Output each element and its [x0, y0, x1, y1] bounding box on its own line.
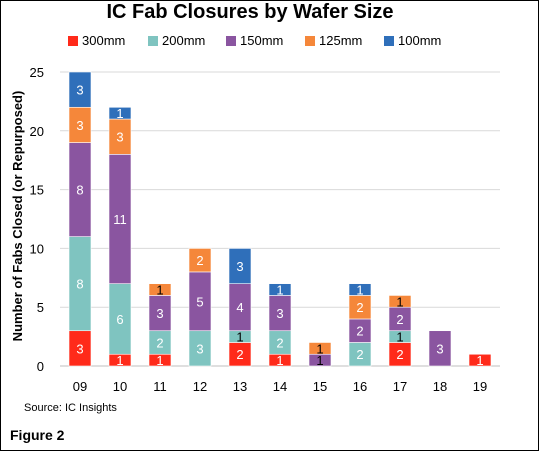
chart-title: IC Fab Closures by Wafer Size — [106, 1, 393, 23]
data-label: 3 — [436, 341, 443, 356]
data-label: 2 — [156, 335, 163, 350]
data-label: 6 — [116, 312, 123, 327]
legend-label-150mm: 150mm — [240, 33, 283, 48]
gridlines — [60, 71, 500, 367]
data-label: 1 — [116, 106, 123, 121]
y-tick-label: 10 — [30, 241, 44, 256]
data-label: 1 — [276, 283, 283, 298]
data-label: 3 — [76, 83, 83, 98]
y-axis-label: Number of Fabs Closed (or Repurposed) — [10, 91, 25, 342]
legend-label-125mm: 125mm — [319, 33, 362, 48]
data-label: 3 — [236, 259, 243, 274]
bar-segment-100mm-13 — [228, 248, 252, 284]
source-note: Source: IC Insights — [24, 402, 117, 414]
data-label: 2 — [196, 253, 203, 268]
y-tick-label: 5 — [37, 300, 44, 315]
data-label: 1 — [156, 283, 163, 298]
x-tick-label: 16 — [353, 379, 367, 394]
legend-label-200mm: 200mm — [162, 33, 205, 48]
x-tick-label: 18 — [433, 379, 447, 394]
data-label: 5 — [196, 294, 203, 309]
data-label: 4 — [236, 300, 243, 315]
y-tick-label: 20 — [30, 124, 44, 139]
figure-label: Figure 2 — [10, 427, 65, 443]
data-label: 1 — [316, 353, 323, 368]
x-tick-label: 14 — [273, 379, 287, 394]
data-label: 1 — [276, 353, 283, 368]
x-tick-label: 11 — [153, 379, 167, 394]
bar-segment-125mm-12 — [188, 248, 212, 273]
bar-segment-125mm-11 — [148, 283, 172, 296]
legend-swatch-300mm — [68, 36, 78, 46]
bar-segment-100mm-10 — [108, 106, 132, 120]
data-label: 1 — [236, 330, 243, 345]
data-label: 1 — [396, 294, 403, 309]
y-axis-ticks: 0 5 10 15 20 25 — [30, 65, 44, 374]
legend-swatch-100mm — [384, 36, 394, 46]
data-label: 1 — [156, 353, 163, 368]
data-label: 11 — [113, 212, 127, 227]
data-label: 2 — [276, 335, 283, 350]
legend-swatch-125mm — [305, 36, 315, 46]
data-label: 1 — [476, 353, 483, 368]
bar-segment-125mm-15 — [308, 342, 332, 355]
data-label: 2 — [396, 347, 403, 362]
data-label: 1 — [396, 330, 403, 345]
data-label: 3 — [116, 130, 123, 145]
legend-label-100mm: 100mm — [398, 33, 441, 48]
data-label: 3 — [276, 306, 283, 321]
bar-segment-125mm-17 — [388, 295, 412, 308]
bar-segment-100mm-16 — [348, 283, 372, 296]
data-label: 1 — [356, 283, 363, 298]
legend-swatch-150mm — [226, 36, 236, 46]
bar-segment-100mm-14 — [268, 283, 292, 296]
y-tick-label: 0 — [37, 359, 44, 374]
bar-segment-100mm-09 — [68, 71, 92, 108]
data-label: 8 — [76, 183, 83, 198]
bar-segment-150mm-18 — [428, 330, 452, 367]
x-tick-label: 13 — [233, 379, 247, 394]
legend-label-300mm: 300mm — [82, 33, 125, 48]
x-tick-label: 12 — [193, 379, 207, 394]
data-label: 2 — [356, 300, 363, 315]
legend: 300mm 200mm 150mm 125mm 100mm — [68, 33, 441, 48]
bar-segment-300mm-19 — [468, 353, 492, 367]
data-label: 2 — [236, 347, 243, 362]
data-label: 1 — [116, 353, 123, 368]
data-label: 2 — [396, 312, 403, 327]
x-tick-label: 09 — [73, 379, 87, 394]
x-tick-label: 15 — [313, 379, 327, 394]
data-label: 3 — [76, 341, 83, 356]
x-tick-label: 17 — [393, 379, 407, 394]
data-label: 3 — [156, 306, 163, 321]
y-tick-label: 25 — [30, 65, 44, 80]
data-label: 3 — [196, 341, 203, 356]
y-tick-label: 15 — [30, 183, 44, 198]
data-label: 2 — [356, 324, 363, 339]
legend-swatch-200mm — [148, 36, 158, 46]
data-label: 2 — [356, 347, 363, 362]
data-label: 3 — [76, 118, 83, 133]
x-tick-label: 10 — [113, 379, 127, 394]
data-label: 1 — [316, 341, 323, 356]
x-tick-label: 19 — [473, 379, 487, 394]
data-label: 8 — [76, 277, 83, 292]
x-axis-ticks: 09 10 11 12 13 14 15 16 17 18 19 — [73, 379, 487, 394]
